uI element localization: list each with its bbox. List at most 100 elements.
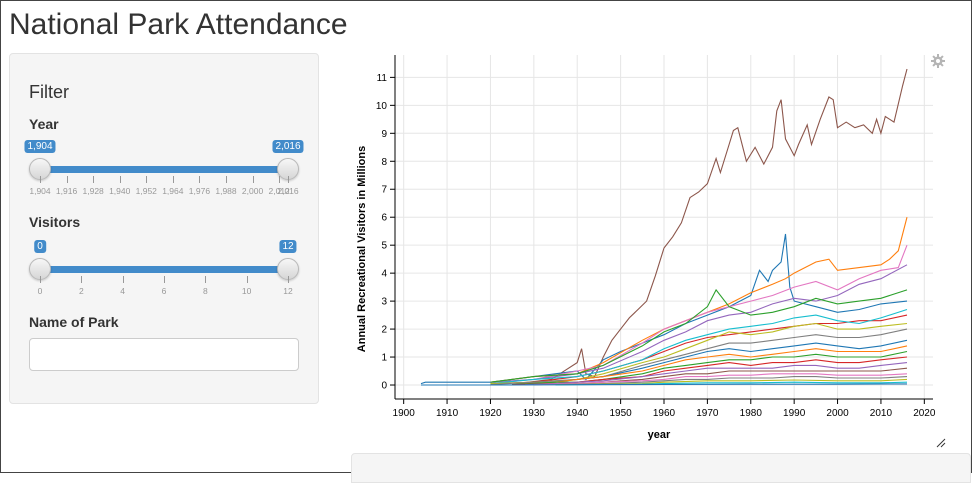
year-slider-tick xyxy=(93,176,95,183)
y-tick-label: 5 xyxy=(381,241,387,252)
year-to-badge: 2,016 xyxy=(272,140,304,153)
visitors-slider-tick xyxy=(164,276,165,283)
visitors-to-badge: 12 xyxy=(279,240,297,253)
filter-heading: Filter xyxy=(29,82,69,102)
bottom-panel xyxy=(351,453,971,483)
series-line-1 xyxy=(420,233,908,385)
y-tick-label: 2 xyxy=(381,325,387,336)
y-tick-label: 1 xyxy=(381,353,387,364)
x-tick-label: 1980 xyxy=(740,408,763,419)
visitors-slider-selected-bar xyxy=(40,266,288,273)
x-tick-label: 1910 xyxy=(436,408,459,419)
y-tick-label: 3 xyxy=(381,297,387,308)
x-tick-label: 1920 xyxy=(479,408,502,419)
year-range-slider[interactable]: 1,904 2,016 1,904 1,916 1,928 1,940 1,952 1,9… xyxy=(24,140,304,204)
series-line-8 xyxy=(490,322,908,385)
x-tick-label: 1960 xyxy=(653,408,676,419)
series-line-5 xyxy=(490,288,908,383)
visitors-slider-tick-label: 2 xyxy=(78,286,84,296)
year-slider-tick xyxy=(226,176,227,183)
park-name-label: Name of Park xyxy=(29,314,119,330)
y-tick-label: 4 xyxy=(381,269,387,280)
visitors-slider-tick xyxy=(122,276,124,283)
x-tick-label: 1970 xyxy=(696,408,719,419)
year-slider-tick xyxy=(172,176,174,183)
year-slider-tick-label: 2,016 xyxy=(277,186,299,196)
x-tick-label: 1900 xyxy=(393,408,416,419)
series-line-17 xyxy=(555,376,908,386)
visitors-slider-tick-label: 8 xyxy=(202,286,208,296)
visitors-slider-tick-label: 10 xyxy=(241,286,252,296)
year-from-badge: 1,904 xyxy=(24,140,56,153)
y-tick-label: 0 xyxy=(381,381,387,392)
year-slider-tick-label: 1,952 xyxy=(135,186,157,196)
visitors-slider-tick xyxy=(246,276,248,283)
x-tick-label: 1930 xyxy=(523,408,546,419)
x-axis-label: year xyxy=(648,429,671,441)
y-tick-label: 10 xyxy=(376,101,388,112)
y-tick-label: 7 xyxy=(381,185,387,196)
visitors-from-badge: 0 xyxy=(34,240,46,253)
visitors-slider-tick-label: 4 xyxy=(120,286,126,296)
park-name-input[interactable] xyxy=(29,338,299,371)
year-slider-tick-label: 1,904 xyxy=(29,186,51,196)
year-slider-tick xyxy=(40,176,41,183)
year-slider-tick xyxy=(146,176,148,183)
series-line-11 xyxy=(512,345,908,386)
year-slider-tick xyxy=(288,176,289,183)
year-slider-tick xyxy=(199,176,201,183)
series-line-14 xyxy=(525,362,908,386)
y-tick-label: 8 xyxy=(381,157,387,168)
x-tick-label: 1940 xyxy=(566,408,589,419)
visitors-range-slider[interactable]: 0 12 0 2 4 6 8 10 12 xyxy=(29,240,299,304)
year-slider-tick-label: 1,916 xyxy=(55,186,78,196)
page-title: National Park Attendance xyxy=(9,8,348,41)
year-slider-selected-bar xyxy=(40,166,288,173)
filter-panel: Filter Year 1,904 2,016 1,904 1,916 1,928 1… xyxy=(9,53,319,404)
series-line-2 xyxy=(490,217,908,383)
visitors-slider-label: Visitors xyxy=(29,214,81,230)
year-slider-tick-label: 1,928 xyxy=(82,186,104,196)
year-slider-tick xyxy=(279,176,281,183)
year-slider-tick-label: 1,964 xyxy=(162,186,184,196)
y-axis-label: Annual Recreational Visitors in Millions xyxy=(356,146,368,352)
year-slider-tick xyxy=(66,176,68,183)
year-slider-tick-label: 1,988 xyxy=(215,186,237,196)
year-slider-tick-label: 1,976 xyxy=(188,186,211,196)
year-slider-tick-label: 2,012 xyxy=(268,186,290,196)
visitors-slider-tick-label: 6 xyxy=(161,286,167,296)
year-slider-tick-label: 1,940 xyxy=(109,186,131,196)
visitors-slider-tick xyxy=(288,276,289,283)
x-tick-label: 2010 xyxy=(870,408,893,419)
x-tick-label: 1950 xyxy=(609,408,632,419)
year-slider-tick xyxy=(252,176,254,183)
series-line-13 xyxy=(512,356,908,386)
year-slider-tick-label: 2,000 xyxy=(241,186,264,196)
y-tick-label: 6 xyxy=(381,213,387,224)
series-line-7 xyxy=(490,308,908,385)
year-slider-tick xyxy=(119,176,121,183)
visitors-slider-tick xyxy=(81,276,83,283)
visitors-slider-tick-label: 0 xyxy=(37,286,43,296)
resize-handle-icon[interactable] xyxy=(936,438,946,448)
year-slider-label: Year xyxy=(29,116,59,132)
attendance-chart: 0 1 2 3 4 5 6 7 8 9 10 11 1900 1910 1920 1930 1940 1950 19… xyxy=(349,49,961,449)
y-tick-label: 9 xyxy=(381,129,387,140)
visitors-slider-tick xyxy=(40,276,41,283)
gear-icon[interactable] xyxy=(930,53,946,69)
y-tick-label: 11 xyxy=(377,73,388,84)
visitors-slider-tick-label: 12 xyxy=(283,286,293,296)
chart-axes: 0 1 2 3 4 5 6 7 8 9 10 11 1900 1910 1920 1930 1940 1950 19… xyxy=(376,55,936,419)
x-tick-label: 2000 xyxy=(826,408,849,419)
line-chart-svg: 0 1 2 3 4 5 6 7 8 9 10 11 1900 1910 1920 1930 1940 1950 19… xyxy=(356,55,936,441)
chart-series xyxy=(420,68,908,386)
x-tick-label: 2020 xyxy=(913,408,936,419)
series-line-16 xyxy=(533,373,908,386)
series-line-4 xyxy=(490,264,908,383)
series-line-0 xyxy=(516,68,908,385)
visitors-slider-ticks: 0 2 4 6 8 10 12 xyxy=(29,276,299,296)
visitors-slider-tick xyxy=(205,276,207,283)
x-tick-label: 1990 xyxy=(783,408,806,419)
series-line-20 xyxy=(421,383,908,386)
year-slider-ticks: 1,904 1,916 1,928 1,940 1,952 1,964 1,976 1,988… xyxy=(29,176,299,196)
